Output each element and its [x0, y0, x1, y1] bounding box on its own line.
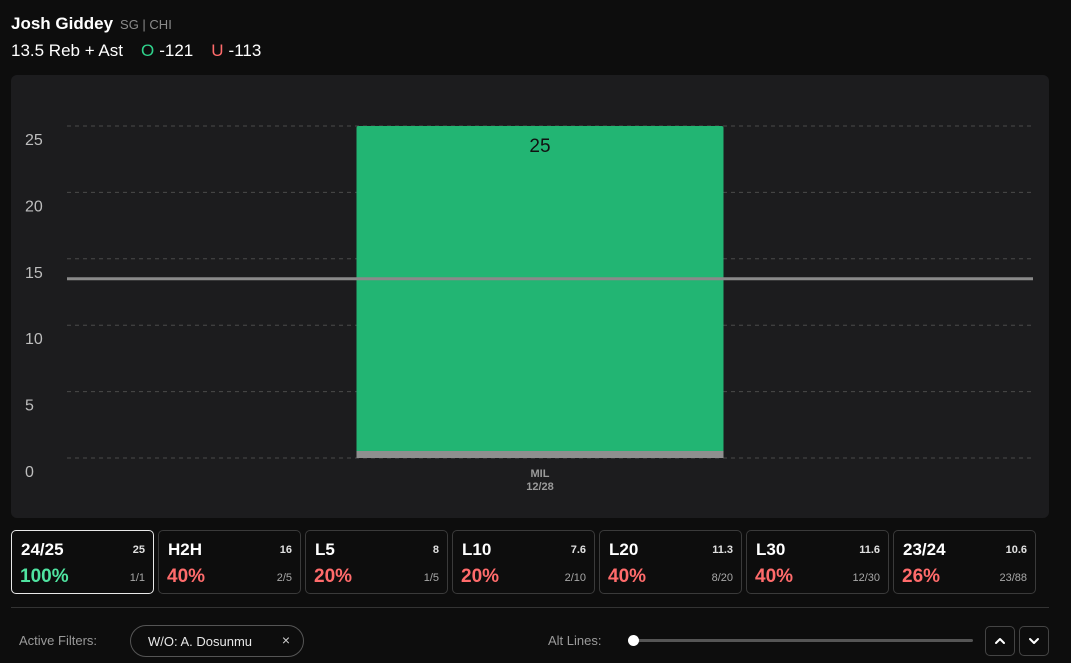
stat-hit-count: 8/20 [711, 572, 733, 584]
stat-label: L20 [609, 540, 639, 559]
alt-lines-slider-thumb[interactable] [628, 635, 639, 646]
y-tick-label: 10 [25, 331, 43, 348]
bar-value-label: 25 [529, 136, 550, 157]
player-position-team: SG | CHI [120, 17, 172, 32]
stat-average: 16 [279, 544, 292, 556]
player-header: Josh Giddey SG | CHI 13.5 Reb + Ast O -1… [11, 14, 261, 61]
prop-line-row: 13.5 Reb + Ast O -121 U -113 [11, 41, 261, 61]
chevron-down-icon [1029, 638, 1039, 644]
stat-average: 8 [432, 544, 439, 556]
under-label: U [211, 41, 224, 60]
stat-label: L10 [462, 540, 492, 559]
filter-chip[interactable]: W/O: A. Dosunmu × [130, 625, 304, 657]
divider [11, 607, 1049, 608]
stat-card[interactable]: L10 7.6 20% 2/10 [452, 530, 595, 594]
stat-average: 25 [132, 544, 145, 556]
chart-panel: 0 5 10 15 20 25 25 MIL 12/28 [11, 75, 1049, 518]
stat-hit-rate: 20% [314, 566, 353, 587]
y-tick-label: 20 [25, 198, 43, 215]
stat-hit-count: 1/5 [423, 572, 439, 584]
stat-average: 11.3 [712, 544, 733, 556]
y-tick-label: 25 [25, 132, 43, 149]
player-name-row: Josh Giddey SG | CHI [11, 14, 261, 34]
player-name: Josh Giddey [11, 14, 114, 33]
chevron-up-icon [995, 638, 1005, 644]
active-filters-label: Active Filters: [19, 633, 98, 648]
y-tick-label: 0 [25, 464, 34, 481]
stat-card[interactable]: 23/24 10.6 26% 23/88 [893, 530, 1036, 594]
stat-hit-count: 2/5 [276, 572, 292, 584]
stat-hit-count: 12/30 [852, 572, 880, 584]
stat-card[interactable]: L5 8 20% 1/5 [305, 530, 448, 594]
stat-card[interactable]: 24/25 25 100% 1/1 [11, 530, 154, 594]
stat-hit-rate: 100% [20, 566, 69, 587]
alt-lines-slider-track[interactable] [633, 639, 973, 642]
stats-row: 24/25 25 100% 1/1 H2H 16 40% 2/5 L5 8 20% 1/5 L10 7.6… [11, 530, 1036, 594]
stat-label: 24/25 [21, 540, 64, 559]
alt-lines-label: Alt Lines: [548, 633, 602, 648]
close-icon[interactable]: × [281, 632, 290, 648]
x-tick-date: 12/28 [526, 481, 554, 493]
stat-card[interactable]: L20 11.3 40% 8/20 [599, 530, 742, 594]
stat-average: 11.6 [859, 544, 880, 556]
under-odds: U -113 [211, 41, 261, 61]
x-tick-label: MIL [531, 468, 550, 480]
y-tick-label: 15 [25, 265, 43, 282]
stat-card[interactable]: H2H 16 40% 2/5 [158, 530, 301, 594]
stat-hit-rate: 40% [608, 566, 647, 587]
over-label: O [141, 41, 155, 60]
stat-label: L5 [315, 540, 335, 559]
stat-average: 7.6 [570, 544, 586, 556]
stat-hit-rate: 40% [755, 566, 794, 587]
stat-card[interactable]: L30 11.6 40% 12/30 [746, 530, 889, 594]
bar-base [356, 451, 724, 458]
prop-line: 13.5 Reb + Ast [11, 41, 123, 60]
stat-hit-count: 1/1 [129, 572, 145, 584]
stat-hit-count: 2/10 [564, 572, 586, 584]
scroll-down-button[interactable] [1019, 626, 1049, 656]
over-odds: O -121 [141, 41, 193, 61]
scroll-up-button[interactable] [985, 626, 1015, 656]
stat-label: H2H [168, 540, 203, 559]
over-odds-value: -121 [159, 41, 194, 60]
stat-hit-rate: 26% [902, 566, 941, 587]
stat-hit-rate: 20% [461, 566, 500, 587]
y-tick-label: 5 [25, 398, 34, 415]
stat-average: 10.6 [1005, 544, 1027, 556]
under-odds-value: -113 [228, 41, 262, 60]
stat-hit-count: 23/88 [999, 572, 1027, 584]
stat-hit-rate: 40% [167, 566, 206, 587]
stat-label: L30 [756, 540, 786, 559]
bar [356, 126, 724, 458]
stat-label: 23/24 [903, 540, 946, 559]
filter-chip-label: W/O: A. Dosunmu [148, 633, 253, 649]
